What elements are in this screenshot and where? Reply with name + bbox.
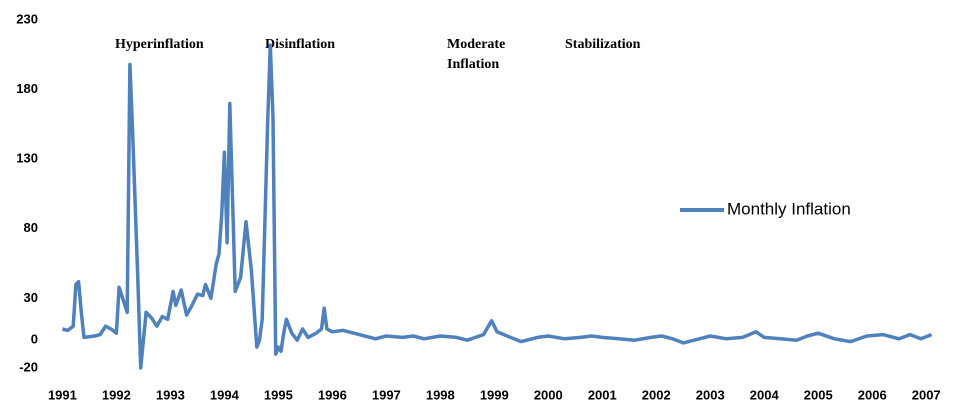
y-tick-label: 0 [31,332,38,347]
x-tick-label: 2006 [858,387,887,402]
x-tick-label: 2003 [696,387,725,402]
y-tick-label: 180 [16,81,38,96]
x-tick-label: 1992 [102,387,131,402]
x-tick-label: 2001 [588,387,617,402]
y-tick-label: -20 [19,359,38,374]
annotation: Stabilization [565,37,641,52]
annotation: Disinflation [265,37,335,52]
x-tick-label: 1997 [372,387,401,402]
y-tick-label: 30 [24,290,38,305]
x-tick-label: 1993 [156,387,185,402]
y-tick-label: 80 [24,220,38,235]
x-tick-label: 1998 [426,387,455,402]
x-tick-label: 1994 [210,387,240,402]
annotation: Hyperinflation [115,37,204,52]
legend-label: Monthly Inflation [727,199,851,218]
annotation: Inflation [447,57,499,72]
x-tick-label: 1999 [480,387,509,402]
annotation: Moderate [447,37,505,52]
x-tick-label: 1996 [318,387,347,402]
x-tick-label: 2007 [912,387,941,402]
y-tick-label: 130 [16,151,38,166]
line [61,43,933,370]
x-tick-label: 2002 [642,387,671,402]
x-tick-label: 2005 [804,387,833,402]
x-tick-label: 2000 [534,387,563,402]
x-tick-label: 1995 [264,387,293,402]
x-tick-label: 2004 [750,387,780,402]
y-tick-label: 230 [16,11,38,26]
x-tick-label: 1991 [48,387,77,402]
